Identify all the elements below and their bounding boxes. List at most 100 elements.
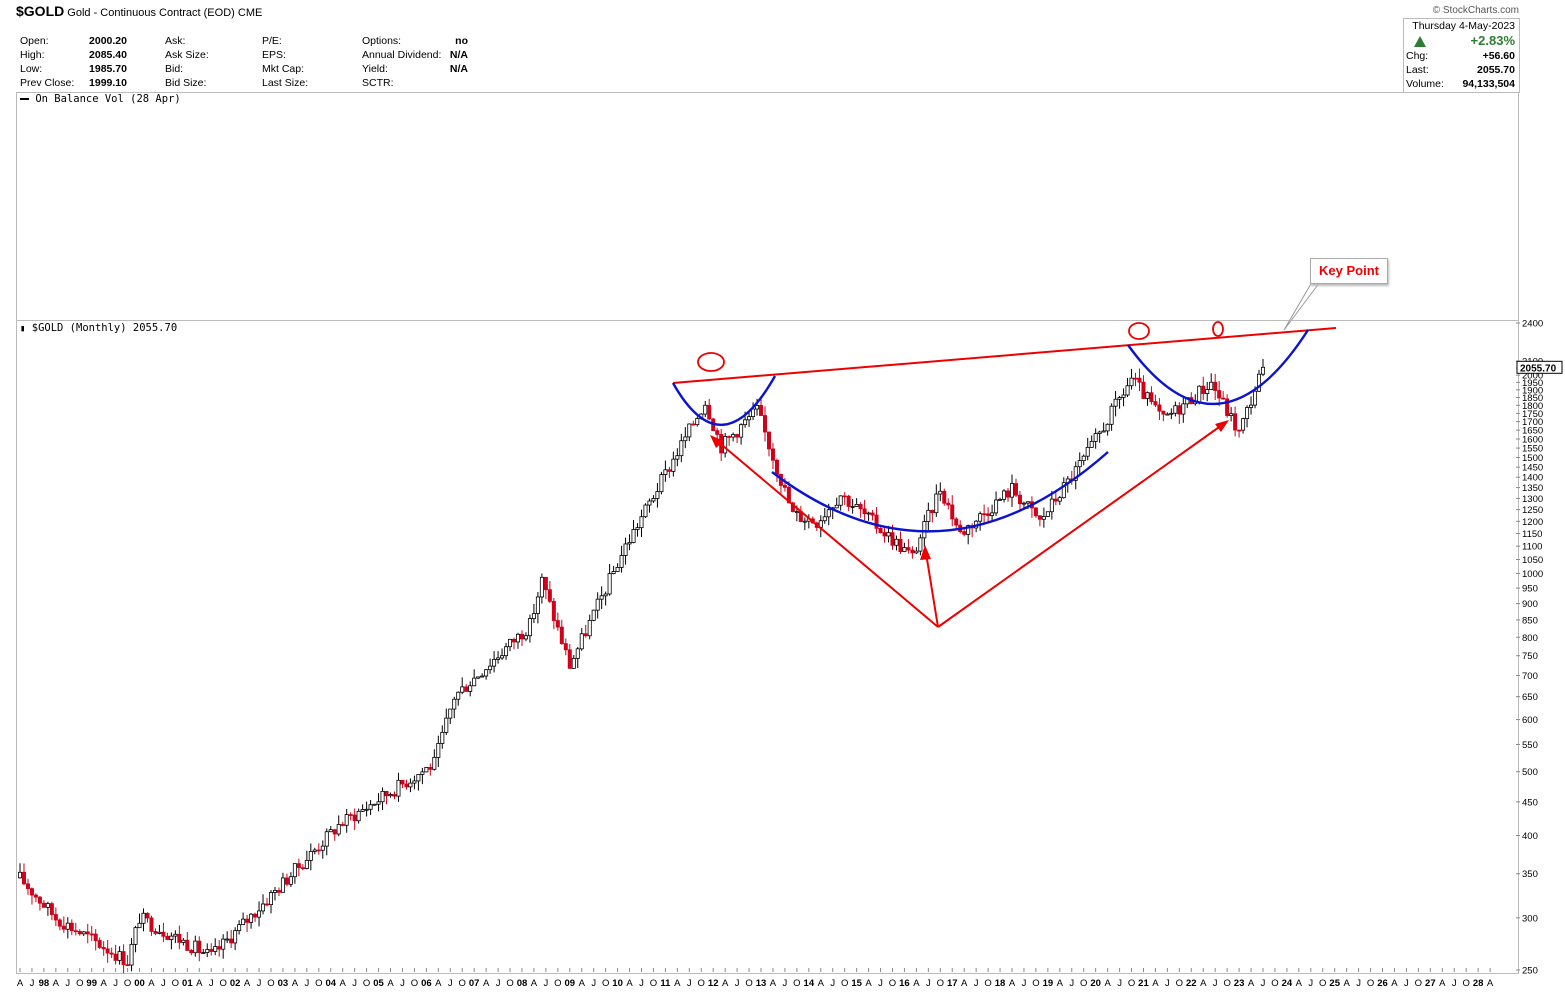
candle-body xyxy=(882,532,887,537)
y-tick-label: 500 xyxy=(1522,767,1538,778)
candle-body xyxy=(328,829,333,833)
x-tick-label: A xyxy=(1439,978,1446,989)
x-tick-label: J xyxy=(687,978,692,989)
x-tick-label: J xyxy=(878,978,883,989)
y-tick-label: 700 xyxy=(1522,671,1538,682)
x-tick-label: A xyxy=(387,978,394,989)
bid-label: Bid: xyxy=(165,63,184,75)
callout-pointer xyxy=(1283,281,1321,331)
x-tick-label: 02 xyxy=(230,978,241,989)
candle-body xyxy=(484,669,489,677)
candles xyxy=(17,358,1265,974)
last-price-label: 2055.70 xyxy=(1520,363,1557,374)
candle-body xyxy=(364,808,369,811)
candle-body xyxy=(109,952,114,955)
x-tick-label: 12 xyxy=(708,978,719,989)
candle-body xyxy=(404,783,409,788)
y-tick-label: 1200 xyxy=(1522,517,1543,528)
candle-body xyxy=(966,525,971,535)
x-tick-label: O xyxy=(698,978,705,989)
x-tick-label: A xyxy=(148,978,155,989)
candle-body xyxy=(671,458,676,472)
x-tick-label: J xyxy=(639,978,644,989)
x-tick-label: A xyxy=(340,978,347,989)
instrument-name: Gold - Continuous Contract (EOD) xyxy=(67,7,235,19)
y-tick-label: 1050 xyxy=(1522,555,1543,566)
x-tick-label: A xyxy=(53,978,60,989)
x-tick-label: A xyxy=(961,978,968,989)
x-tick-label: A xyxy=(1296,978,1303,989)
candle-body xyxy=(1137,377,1142,383)
candle-body xyxy=(723,436,728,454)
candle-body xyxy=(946,502,951,506)
x-axis: A J 98 A J O 99 A J O 00 A J O 01 A J O 02 A J O 03 A J O 04 A J O 05 A… xyxy=(17,968,1494,989)
candle-body xyxy=(766,431,771,450)
candle-body xyxy=(141,912,146,924)
candle-body xyxy=(25,883,30,890)
candle-body xyxy=(1101,430,1106,433)
candle-body xyxy=(53,914,58,921)
candle-body xyxy=(575,648,580,659)
candle-body xyxy=(1233,413,1238,431)
candle-body xyxy=(193,940,198,954)
candle-body xyxy=(906,547,911,551)
candle-body xyxy=(770,448,775,461)
y-tick-label: 650 xyxy=(1522,692,1538,703)
candle-body xyxy=(994,499,999,514)
y-tick-label: 1850 xyxy=(1522,393,1543,404)
x-tick-label: A xyxy=(244,978,251,989)
x-tick-label: O xyxy=(554,978,561,989)
candle-body xyxy=(695,418,700,426)
last-label: Last: xyxy=(1406,64,1429,76)
x-tick-label: J xyxy=(1069,978,1074,989)
candle-body xyxy=(249,913,254,923)
x-tick-label: O xyxy=(411,978,418,989)
candle-body xyxy=(416,773,421,782)
volume-label: Volume: xyxy=(1406,78,1444,90)
x-tick-label: 06 xyxy=(421,978,432,989)
candle-body xyxy=(324,831,329,847)
candle-body xyxy=(340,824,345,826)
chg-label: Chg: xyxy=(1406,50,1429,62)
x-tick-label: 22 xyxy=(1186,978,1197,989)
brand-link[interactable]: © StockCharts.com xyxy=(1432,5,1519,16)
candle-body xyxy=(1121,394,1126,398)
x-tick-label: O xyxy=(459,978,466,989)
candle-body xyxy=(420,771,425,775)
x-tick-label: A xyxy=(722,978,729,989)
x-tick-label: O xyxy=(219,978,226,989)
candle-body xyxy=(149,917,154,932)
arrow-head-right xyxy=(1215,420,1229,432)
candle-body xyxy=(500,655,505,659)
candle-body xyxy=(376,801,381,805)
x-tick-label: 18 xyxy=(995,978,1006,989)
candle-body xyxy=(288,876,293,885)
x-tick-label: 00 xyxy=(134,978,145,989)
candle-body xyxy=(834,504,839,509)
y-tick-label: 1250 xyxy=(1522,505,1543,516)
candle-body xyxy=(384,790,389,797)
candle-body xyxy=(101,947,106,950)
last-value: 2055.70 xyxy=(1477,64,1515,76)
x-tick-label: 04 xyxy=(325,978,336,989)
candle-body xyxy=(1017,494,1022,505)
candle-body xyxy=(531,613,536,619)
candle-body xyxy=(854,504,859,507)
candle-body xyxy=(61,925,66,930)
x-tick-label: J xyxy=(1165,978,1170,989)
y-tick-label: 1500 xyxy=(1522,453,1543,464)
candle-body xyxy=(910,549,915,554)
candle-body xyxy=(886,532,891,537)
candle-body xyxy=(1109,405,1114,425)
y-tick-label: 1650 xyxy=(1522,426,1543,437)
x-tick-label: O xyxy=(1367,978,1374,989)
candle-body xyxy=(77,931,82,935)
candle-body xyxy=(432,756,437,770)
x-tick-label: A xyxy=(1487,978,1494,989)
candle-body xyxy=(515,633,520,643)
y-tick-label: 900 xyxy=(1522,599,1538,610)
candle-body xyxy=(555,620,560,628)
x-tick-label: A xyxy=(1248,978,1255,989)
y-tick-label: 1800 xyxy=(1522,401,1543,412)
candle-body xyxy=(1025,501,1030,504)
